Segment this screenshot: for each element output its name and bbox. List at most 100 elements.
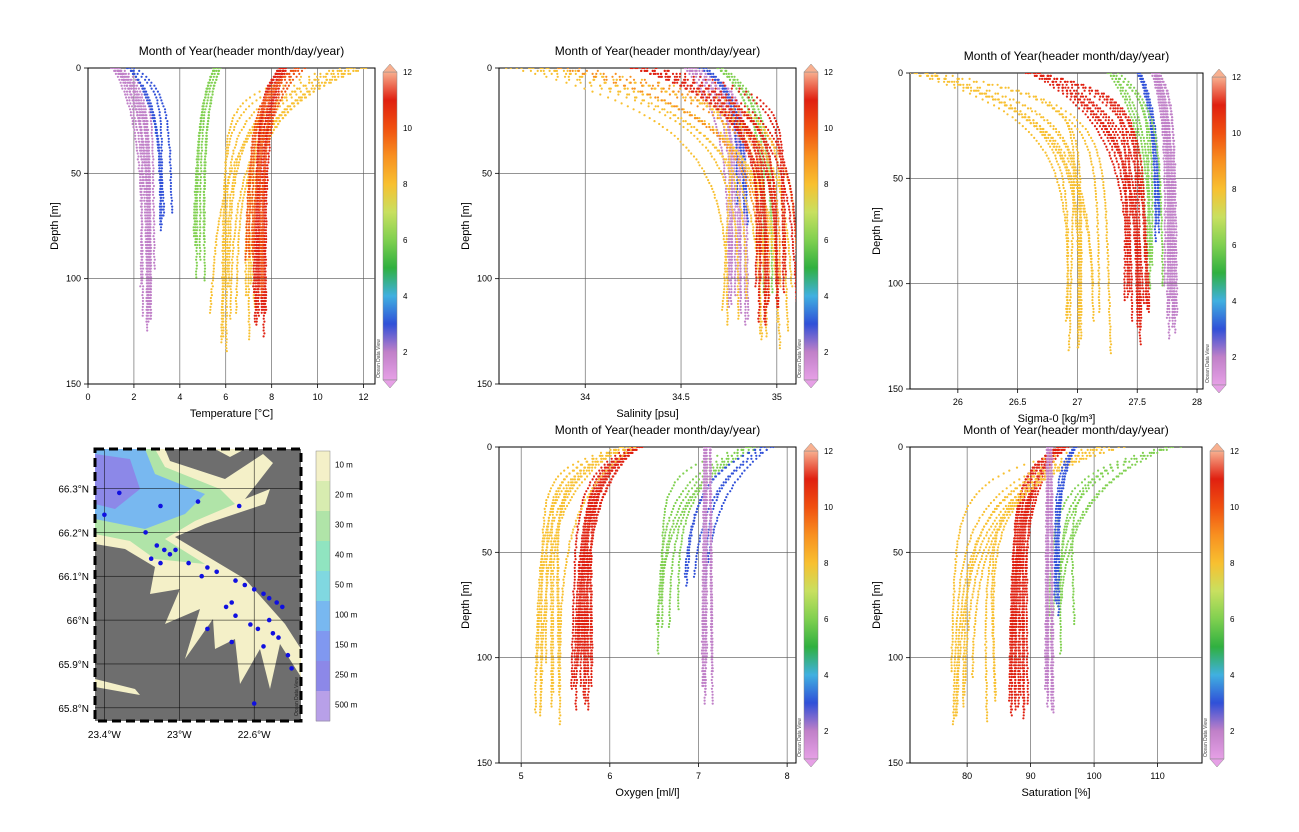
data-point [157, 143, 160, 146]
data-point [739, 252, 742, 255]
data-point [230, 258, 233, 261]
data-point [728, 291, 731, 294]
data-point [119, 81, 122, 84]
data-point [146, 199, 149, 202]
data-point [148, 167, 151, 170]
data-point [253, 273, 256, 276]
data-point [158, 170, 161, 173]
data-point [289, 69, 292, 72]
data-point [228, 246, 231, 249]
data-point [145, 193, 148, 196]
data-point [147, 270, 150, 273]
data-point [140, 181, 143, 185]
data-point [146, 238, 150, 241]
data-point [252, 140, 255, 143]
data-point [149, 249, 152, 252]
data-point [245, 226, 248, 229]
data-point [135, 125, 138, 129]
data-point [257, 108, 261, 111]
data-point [219, 211, 222, 214]
data-point [248, 249, 251, 252]
data-point [194, 179, 197, 182]
data-point [271, 111, 274, 114]
data-point [275, 87, 278, 90]
data-point [196, 226, 199, 229]
data-point [146, 326, 149, 329]
data-point [157, 108, 161, 111]
data-point [232, 240, 235, 244]
data-point [122, 78, 125, 81]
data-point [149, 302, 153, 305]
data-point [199, 176, 203, 179]
data-point [278, 81, 281, 84]
data-point [733, 196, 737, 199]
data-point [259, 158, 262, 161]
data-point [158, 149, 161, 152]
data-point [261, 243, 264, 247]
data-point [704, 72, 707, 75]
data-point [257, 288, 260, 291]
data-point [143, 190, 146, 193]
data-point [745, 229, 748, 232]
data-point [232, 128, 236, 131]
data-point [283, 78, 287, 81]
data-point [245, 211, 249, 214]
data-point [225, 299, 228, 303]
data-point [253, 276, 256, 279]
data-point [329, 81, 332, 84]
data-point [746, 311, 749, 314]
data-point [248, 217, 251, 220]
data-point [233, 238, 236, 241]
data-point [152, 173, 155, 176]
data-point [166, 122, 169, 126]
data-point [143, 211, 147, 214]
data-point [227, 220, 230, 223]
data-point [237, 164, 240, 167]
data-point [147, 140, 150, 143]
data-point [215, 75, 219, 78]
data-point [249, 181, 252, 185]
data-point [230, 279, 233, 282]
data-point [235, 264, 239, 267]
data-point [252, 170, 255, 173]
data-point [249, 202, 252, 205]
data-point [228, 252, 231, 255]
data-point [229, 235, 232, 238]
data-point [226, 243, 229, 247]
data-point [265, 238, 268, 241]
data-point [736, 220, 739, 223]
data-point [198, 238, 201, 241]
data-point [199, 181, 202, 185]
data-point [221, 299, 225, 303]
data-point [248, 199, 251, 202]
data-point [160, 170, 163, 173]
data-point [141, 226, 144, 229]
data-point [151, 193, 155, 196]
data-point [241, 181, 245, 185]
colorbar-tick-label: 6 [403, 236, 408, 245]
data-point [233, 161, 236, 164]
data-point [733, 208, 736, 211]
data-point [141, 288, 144, 291]
data-point [256, 273, 259, 276]
data-point [257, 155, 260, 158]
data-point [280, 72, 283, 75]
y-tick-label: 0 [76, 63, 81, 73]
data-point [150, 131, 153, 134]
data-point [255, 229, 258, 232]
data-point [225, 149, 228, 152]
data-point [233, 173, 236, 176]
data-point [260, 108, 263, 111]
data-point [144, 173, 147, 176]
data-point [254, 128, 257, 131]
data-point [302, 84, 305, 87]
data-point [257, 296, 260, 300]
data-point [739, 264, 742, 267]
data-point [714, 84, 717, 87]
data-point [235, 294, 238, 297]
data-point [140, 214, 143, 217]
data-point [259, 181, 262, 185]
colorbar-top-arrow [382, 63, 398, 73]
data-point [140, 167, 143, 170]
data-point [261, 199, 264, 202]
